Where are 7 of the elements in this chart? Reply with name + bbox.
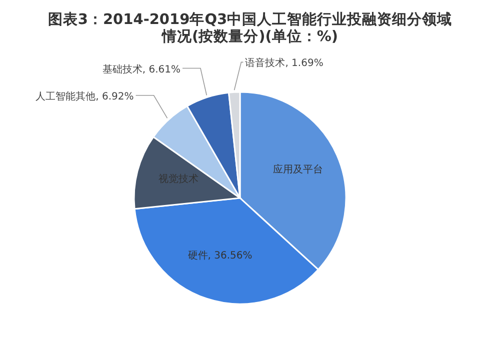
slice-label: 硬件, 36.56% (188, 250, 252, 262)
slice-label: 视觉技术 (158, 172, 198, 185)
slice-label: 语音技术, 1.69% (245, 57, 324, 70)
chart-title: 图表3：2014-2019年Q3中国人工智能行业投融资细分领域情况(按数量分)(单位：%) (48, 11, 452, 45)
slice-label: 基础技术, 6.61% (102, 63, 180, 76)
slice-label: 应用及平台 (273, 163, 324, 176)
slice-label: 人工智能其他, 6.92% (36, 90, 134, 102)
